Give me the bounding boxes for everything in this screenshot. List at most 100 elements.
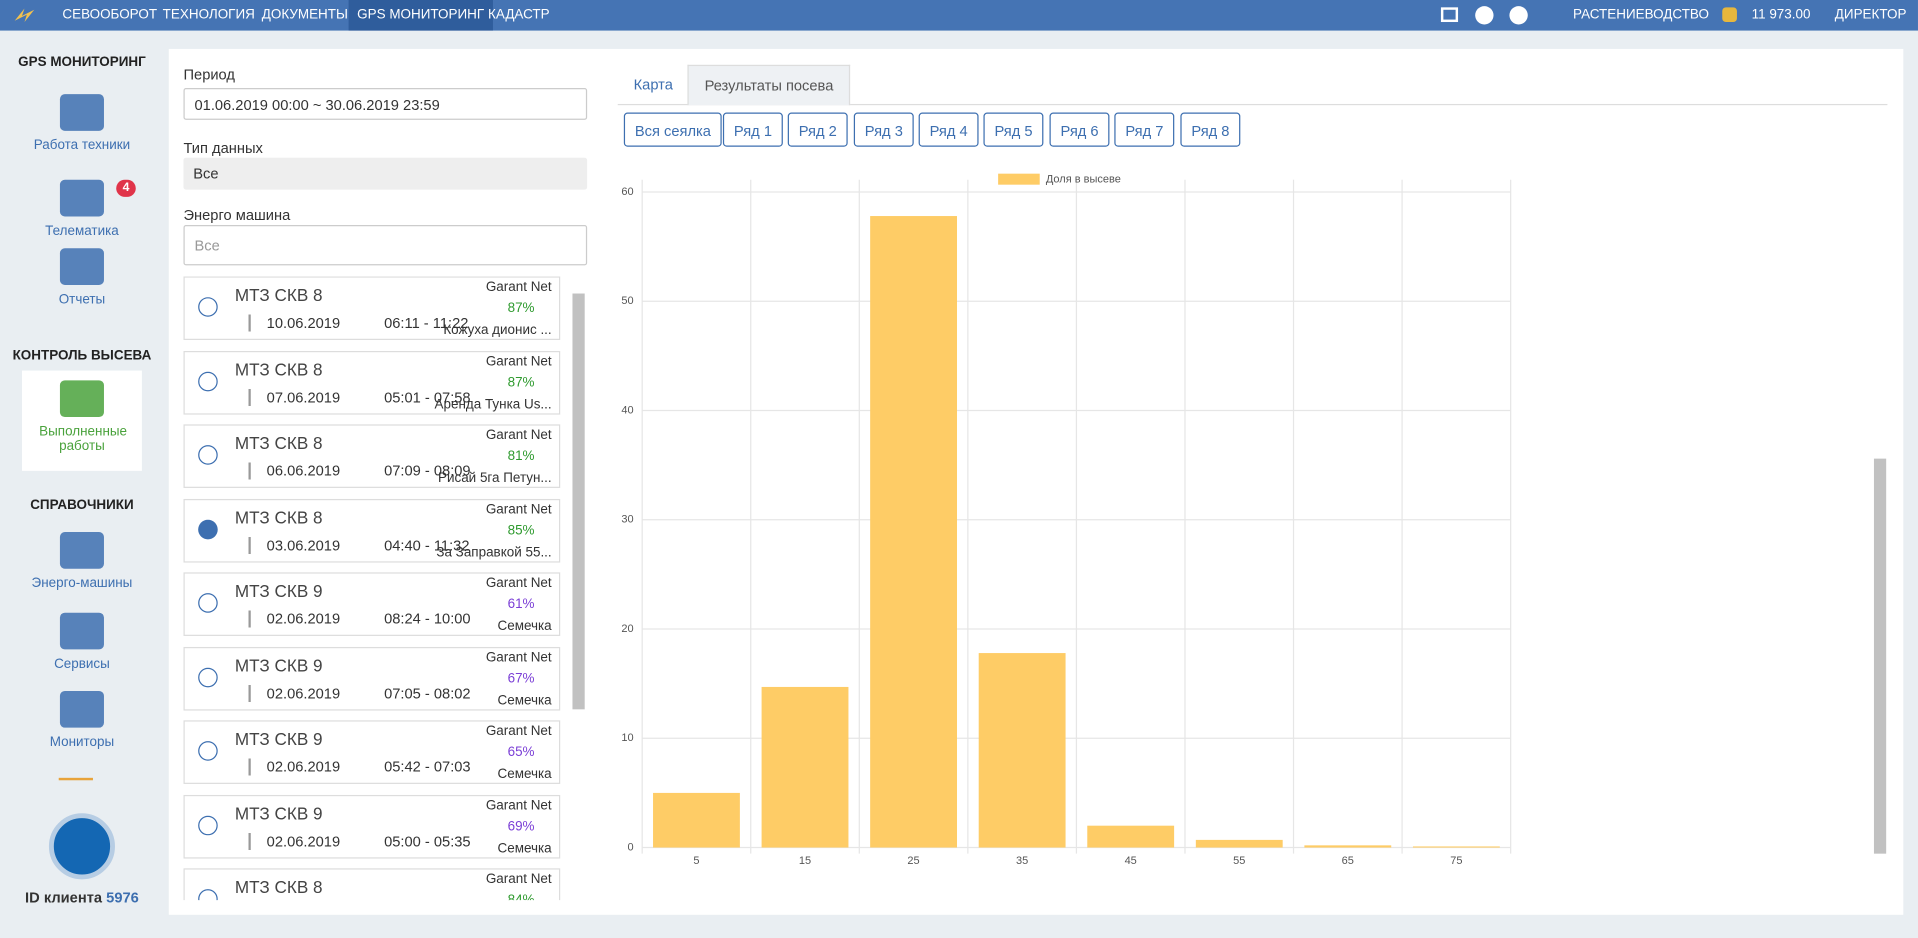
nav-item[interactable]: СЕВООБОРОТ — [62, 7, 157, 22]
run-card[interactable]: МТЗ СКВ 9 02.06.2019 07:05 - 08:02 Garant N… — [183, 646, 560, 710]
run-card[interactable]: МТЗ СКВ 902.06.201908:24 - 10:00Garant N… — [183, 572, 560, 636]
run-card[interactable]: МТЗ СКВ 902.06.201905:00 - 05:35Garant N… — [183, 794, 560, 858]
nav-entry[interactable]: Выполненные работы — [22, 371, 142, 471]
tab[interactable]: Карта — [618, 65, 689, 104]
run-date: 06.06.2019 — [236, 462, 340, 479]
radio[interactable] — [198, 593, 218, 613]
run-time: 07:05 - 08:02 — [368, 684, 470, 701]
run-field: Рисай 5га Петун... — [438, 471, 552, 486]
y-tick-label: 50 — [621, 295, 633, 307]
x-tick-label: 55 — [1233, 855, 1245, 867]
bar — [1304, 845, 1391, 847]
row-button[interactable]: Ряд 1 — [723, 113, 783, 147]
x-tick-label: 15 — [799, 855, 811, 867]
run-title: МТЗ СКВ 8 — [235, 877, 323, 897]
nav-entry[interactable]: Отчеты — [22, 248, 142, 307]
run-field: Кожуха дионис ... — [443, 323, 551, 338]
period-label: Период — [183, 66, 234, 83]
row-button[interactable]: Ряд 8 — [1180, 113, 1240, 147]
chat-button[interactable] — [49, 813, 115, 879]
run-source: Garant Net — [486, 280, 552, 295]
tab[interactable]: Результаты посева — [687, 65, 850, 105]
radio[interactable] — [198, 741, 218, 761]
y-tick-label: 0 — [627, 841, 633, 853]
period-input[interactable]: 01.06.2019 00:00 ~ 30.06.2019 23:59 — [183, 88, 587, 120]
expand-chevron[interactable] — [59, 768, 93, 780]
bar — [870, 216, 957, 847]
chart: 0102030405060Доля в высеве51525354555657… — [612, 165, 1542, 874]
run-card[interactable]: МТЗ СКВ 806.06.201907:09 - 08:09Garant N… — [183, 424, 560, 488]
legend-label: Доля в высеве — [1046, 174, 1121, 186]
run-percent: 81% — [508, 449, 535, 464]
run-date: 02.06.2019 — [236, 610, 340, 627]
crop-select[interactable]: РАСТЕНИЕВОДСТВО — [1573, 7, 1709, 22]
nav-label: Выполненные работы — [39, 424, 125, 453]
nav-item[interactable]: GPS МОНИТОРИНГ — [349, 0, 493, 31]
radio[interactable] — [198, 667, 218, 687]
nav-item[interactable]: ДОКУМЕНТЫ — [262, 7, 348, 22]
run-field: Аренда Тунка Us... — [435, 397, 552, 412]
nav-item[interactable]: КАДАСТР — [488, 7, 550, 22]
row-button[interactable]: Ряд 3 — [854, 113, 914, 147]
radio[interactable] — [198, 815, 218, 835]
row-button[interactable]: Ряд 4 — [919, 113, 979, 147]
list-scrollbar[interactable] — [572, 294, 584, 710]
row-button[interactable]: Вся сеялка — [624, 113, 722, 147]
radio[interactable] — [198, 297, 218, 317]
row-button[interactable]: Ряд 7 — [1114, 113, 1174, 147]
run-source: Garant Net — [486, 798, 552, 813]
run-percent: 61% — [508, 597, 535, 612]
run-percent: 84% — [508, 893, 535, 900]
y-tick-label: 40 — [621, 404, 633, 416]
icon-settings[interactable] — [1475, 6, 1493, 24]
run-time: 05:42 - 07:03 — [368, 758, 470, 775]
nav-icon — [60, 691, 104, 728]
machine-select[interactable]: Все — [183, 225, 587, 265]
run-title: МТЗ СКВ 9 — [235, 729, 323, 749]
nav-icon — [60, 532, 104, 569]
row-button[interactable]: Ряд 5 — [983, 113, 1043, 147]
run-percent: 87% — [508, 301, 535, 316]
run-source: Garant Net — [486, 576, 552, 591]
run-date: 02.06.2019 — [236, 684, 340, 701]
bar — [653, 793, 740, 848]
nav-label: Телематика — [22, 224, 142, 239]
run-card[interactable]: МТЗ СКВ 807.06.201905:01 - 07:58Garant N… — [183, 350, 560, 414]
nav-item[interactable]: ТЕХНОЛОГИЯ — [163, 7, 255, 22]
type-select[interactable]: Все — [183, 158, 587, 190]
run-card[interactable]: МТЗ СКВ 902.06.201905:42 - 07:03Garant N… — [183, 720, 560, 784]
run-title: МТЗ СКВ 8 — [235, 285, 323, 305]
y-tick-label: 20 — [621, 623, 633, 635]
nav-entry[interactable]: Сервисы — [22, 613, 142, 672]
role-select[interactable]: ДИРЕКТОР — [1835, 7, 1907, 22]
radio[interactable] — [198, 519, 218, 539]
run-card[interactable]: МТЗ СКВ 803.06.201904:40 - 11:32Garant N… — [183, 498, 560, 562]
row-button[interactable]: Ряд 6 — [1050, 113, 1110, 147]
list-wrap: МТЗ СКВ 810.06.201906:11 - 11:22Garant N… — [183, 276, 587, 900]
radio[interactable] — [198, 371, 218, 391]
nav-icon — [60, 94, 104, 131]
nav-label: Работа техники — [22, 138, 142, 153]
nav-entry[interactable]: Работа техники — [22, 94, 142, 153]
radio[interactable] — [198, 889, 218, 900]
nav-entry[interactable]: Телематика4 — [22, 180, 142, 239]
run-percent: 85% — [508, 523, 535, 538]
x-tick-label: 75 — [1450, 855, 1462, 867]
icon-help[interactable] — [1509, 6, 1527, 24]
radio[interactable] — [198, 445, 218, 465]
run-card[interactable]: МТЗ СКВ 8Garant Net84% — [183, 868, 560, 900]
run-title: МТЗ СКВ 9 — [235, 655, 323, 675]
run-card[interactable]: МТЗ СКВ 810.06.201906:11 - 11:22Garant N… — [183, 276, 560, 340]
legend-swatch — [998, 174, 1040, 185]
run-source: Garant Net — [486, 650, 552, 665]
run-date: 07.06.2019 — [236, 388, 340, 405]
icon-layers[interactable] — [1441, 7, 1458, 22]
row-button[interactable]: Ряд 2 — [788, 113, 848, 147]
chart-scrollbar[interactable] — [1874, 459, 1886, 854]
run-source: Garant Net — [486, 354, 552, 369]
balance: 11 973.00 — [1752, 7, 1811, 22]
nav-entry[interactable]: Мониторы — [22, 691, 142, 750]
run-title: МТЗ СКВ 9 — [235, 581, 323, 601]
nav-entry[interactable]: Энерго-машины — [22, 532, 142, 591]
